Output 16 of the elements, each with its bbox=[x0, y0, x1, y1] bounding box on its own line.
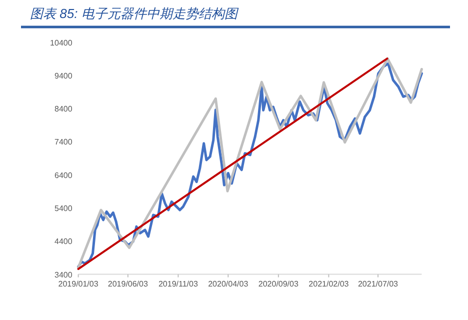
x-tick-label: 2021/07/03 bbox=[358, 279, 399, 288]
y-tick-label: 8400 bbox=[54, 104, 73, 114]
y-tick-label: 3400 bbox=[54, 270, 73, 280]
x-tick-label: 2019/01/03 bbox=[58, 279, 99, 288]
y-tick-label: 5400 bbox=[54, 204, 73, 214]
y-tick-label: 6400 bbox=[54, 170, 73, 180]
x-tick-label: 2019/11/03 bbox=[158, 279, 198, 288]
y-tick-label: 4400 bbox=[54, 237, 73, 246]
y-tick-label: 7400 bbox=[54, 138, 73, 147]
title: 图表 85: 电子元器件中期走势结构图 bbox=[30, 6, 238, 21]
x-tick-label: 2021/02/03 bbox=[308, 279, 350, 288]
x-tick-label: 2020/04/03 bbox=[208, 279, 249, 288]
y-tick-label: 9400 bbox=[54, 71, 73, 80]
x-tick-label: 2020/09/03 bbox=[258, 279, 299, 288]
y-tick-label: 10400 bbox=[50, 38, 73, 48]
x-tick-label: 2019/06/03 bbox=[108, 279, 148, 288]
